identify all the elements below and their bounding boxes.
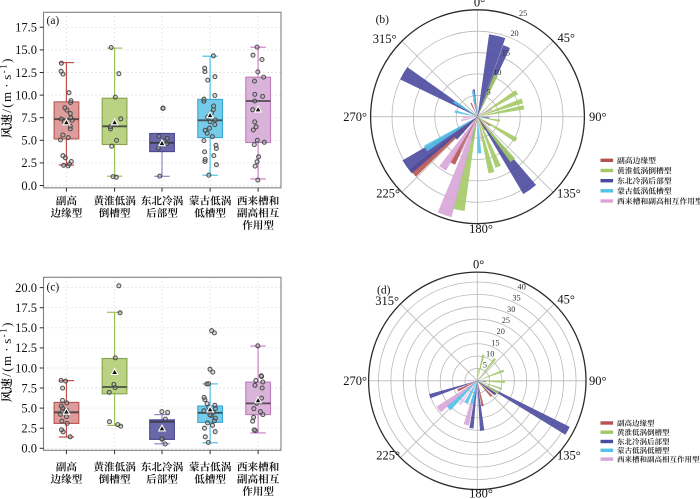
svg-text:135°: 135° xyxy=(557,449,581,463)
svg-text:270°: 270° xyxy=(343,110,367,124)
svg-text:180°: 180° xyxy=(469,487,493,499)
svg-text:315°: 315° xyxy=(373,32,397,46)
svg-text:25: 25 xyxy=(502,316,510,325)
svg-text:135°: 135° xyxy=(557,187,581,201)
svg-text:15.0: 15.0 xyxy=(15,321,37,335)
svg-text:45°: 45° xyxy=(558,31,576,45)
svg-text:20: 20 xyxy=(497,327,505,336)
svg-text:0.0: 0.0 xyxy=(21,442,37,456)
svg-text:20: 20 xyxy=(510,29,518,38)
svg-text:45°: 45° xyxy=(557,293,575,307)
svg-text:10.0: 10.0 xyxy=(15,361,37,375)
svg-text:90°: 90° xyxy=(589,110,607,124)
svg-text:225°: 225° xyxy=(376,449,400,463)
svg-text:5.0: 5.0 xyxy=(21,401,37,415)
svg-text:2.5: 2.5 xyxy=(21,156,37,170)
svg-text:15: 15 xyxy=(502,48,510,57)
svg-text:7.5: 7.5 xyxy=(21,381,37,395)
svg-text:17.5: 17.5 xyxy=(15,21,37,35)
svg-text:20.0: 20.0 xyxy=(15,281,37,295)
svg-text:35: 35 xyxy=(512,294,520,303)
svg-text:5: 5 xyxy=(483,361,487,370)
svg-text:225°: 225° xyxy=(376,187,400,201)
svg-text:0°: 0° xyxy=(473,258,484,272)
svg-text:15: 15 xyxy=(491,338,499,347)
svg-text:(a): (a) xyxy=(47,15,60,27)
svg-text:10: 10 xyxy=(486,350,494,359)
svg-text:315°: 315° xyxy=(375,294,399,308)
svg-text:270°: 270° xyxy=(343,374,367,388)
svg-text:7.5: 7.5 xyxy=(21,111,37,125)
svg-text:12.5: 12.5 xyxy=(15,66,37,80)
svg-text:90°: 90° xyxy=(589,374,607,388)
svg-text:5: 5 xyxy=(487,88,491,97)
svg-text:40: 40 xyxy=(518,282,526,291)
svg-text:(d): (d) xyxy=(377,285,391,297)
svg-text:180°: 180° xyxy=(469,222,493,236)
svg-text:(b): (b) xyxy=(376,14,390,26)
svg-text:12.5: 12.5 xyxy=(15,341,37,355)
svg-text:30: 30 xyxy=(507,305,515,314)
svg-text:10.0: 10.0 xyxy=(15,88,37,102)
svg-text:17.5: 17.5 xyxy=(15,301,37,315)
svg-text:0°: 0° xyxy=(474,0,485,10)
svg-text:10: 10 xyxy=(493,68,501,77)
svg-text:15.0: 15.0 xyxy=(15,43,37,57)
svg-text:0.0: 0.0 xyxy=(21,179,37,193)
svg-text:25: 25 xyxy=(519,9,527,18)
svg-text:2.5: 2.5 xyxy=(21,422,37,436)
svg-text:(c): (c) xyxy=(47,282,60,294)
svg-text:5.0: 5.0 xyxy=(21,134,37,148)
